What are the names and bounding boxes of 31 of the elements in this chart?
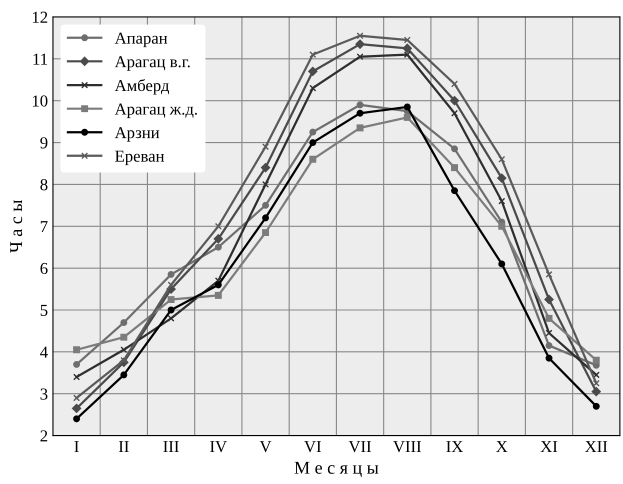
legend-label: Амберд [114,79,170,95]
y-tick-label: 3 [40,388,48,400]
y-tick-label: 8 [40,179,48,190]
x-tick-label: V [260,441,272,452]
y-tick-label: 10 [32,95,48,107]
y-tick-label: 11 [34,54,48,65]
legend-label: Ереван [115,150,164,166]
y-tick-label: 7 [40,221,48,232]
x-axis-title: М е с я ц ы [294,462,378,478]
legend-label: Апаран [114,32,168,48]
x-tick-label: III [163,441,179,452]
legend-label: Арагац ж.д. [114,104,197,118]
x-tick-label: VII [348,441,372,452]
x-tick-label: II [118,441,129,452]
x-tick-label: VIII [393,441,422,452]
y-tick-label: 9 [40,137,48,148]
legend-label: Арагац в.г. [114,56,190,71]
y-axis-title: Ч а с ы [10,200,22,253]
y-tick-label: 5 [40,304,48,316]
x-tick-label: I [74,441,79,452]
legend-label: Арзни [114,127,160,142]
x-tick-label: IV [210,441,227,452]
y-tick-label: 12 [32,12,48,23]
x-tick-label: VI [304,441,322,452]
x-tick-label: XII [585,441,608,452]
y-tick-label: 4 [40,346,48,358]
x-tick-label: X [496,441,508,452]
y-tick-label: 6 [40,262,48,274]
x-tick-label: IX [446,441,464,452]
y-tick-label: 2 [40,430,48,442]
x-tick-label: XI [540,441,558,452]
